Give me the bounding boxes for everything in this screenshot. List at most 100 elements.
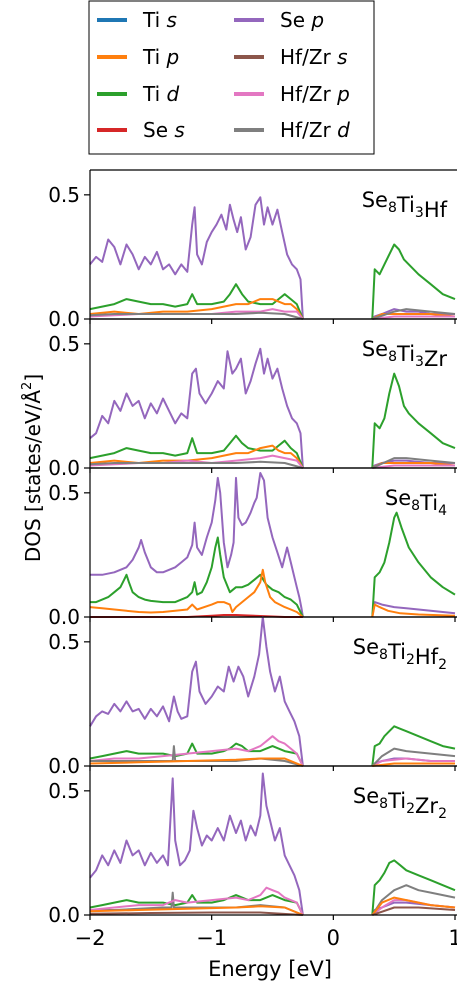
legend-species: Hf/Zr [280, 82, 337, 106]
panel-5: 0.0 0.5 Se8Ti2Zr2 [48, 765, 457, 927]
label-element: Zr [424, 347, 447, 371]
label-subscript: 2 [438, 657, 447, 673]
panel-2-series-se-p-seg1 [89, 347, 304, 469]
x-axis: −2 −1 0 1 [75, 926, 457, 950]
panel-4-series-se-p-seg1 [89, 616, 304, 767]
panel-3-series-se-p-seg2 [371, 601, 456, 618]
panel-3: 0.0 0.5 Se8Ti4 [48, 467, 457, 629]
panel-1-ytick-label: 0.5 [48, 183, 80, 207]
xtick-label: −2 [75, 926, 106, 950]
panel-4-ytick-label: 0.0 [48, 754, 80, 778]
label-subscript: 2 [406, 801, 415, 817]
panel-4-ytick-label: 0.5 [48, 630, 80, 654]
panel-3-series-ti-d-seg1 [90, 536, 304, 618]
label-subscript: 2 [406, 652, 415, 668]
label-subscript: 2 [438, 806, 447, 822]
panel-4-label: Se8Ti2Hf2 [353, 635, 447, 673]
label-subscript: 8 [411, 498, 420, 514]
panel-3-series-ti-p-seg2 [371, 603, 456, 618]
legend-hf-zr-s: Hf/Zr s [234, 45, 348, 69]
xtick-label: 0 [327, 926, 340, 950]
panel-4: 0.0 0.5 Se8Ti2Hf2 [48, 616, 457, 778]
panel-5-series-hf-zr-s-seg1 [89, 911, 303, 916]
label-subscript: 4 [438, 503, 447, 519]
panel-1-series-ti-p-seg2 [371, 313, 456, 320]
panel-3-ytick-label: 0.0 [48, 605, 80, 629]
panel-5-series-se-p-seg1 [89, 772, 304, 916]
legend-hf-zr-s-label: Hf/Zr s [280, 45, 348, 69]
legend: Ti sTi pTi dSe sSe pHf/Zr sHf/Zr pHf/Zr … [88, 0, 375, 155]
panel-1-series-se-p-seg1 [89, 196, 304, 320]
panel-5-series-ti-p-seg1 [89, 905, 304, 916]
legend-orbital: d [167, 82, 180, 106]
label-element: Ti [396, 193, 415, 217]
legend-species: Ti [142, 82, 167, 106]
panel-3-label: Se8Ti4 [385, 486, 447, 519]
legend-species: Ti [142, 45, 167, 69]
legend-orbital: d [337, 118, 350, 142]
legend-se-p-label: Se p [280, 8, 324, 32]
legend-se-p: Se p [234, 8, 324, 32]
panel-4-series-hf-zr-d-seg2 [371, 747, 456, 767]
legend-frame [88, 0, 375, 155]
label-element: Se [385, 486, 411, 510]
panel-2-series-ti-p-seg1 [89, 444, 304, 469]
xtick-label: −1 [196, 926, 227, 950]
label-element: Zr [415, 794, 438, 818]
panel-2-label: Se8Ti3Zr [362, 337, 448, 371]
legend-hf-zr-p-label: Hf/Zr p [280, 82, 350, 106]
legend-ti-s: Ti s [97, 8, 177, 32]
panel-1-series-ti-d-seg1 [89, 283, 304, 320]
panel-5-series-ti-d-seg1 [89, 894, 304, 916]
label-element: Hf [424, 198, 448, 222]
panel-5-ytick-label: 0.0 [48, 903, 80, 927]
panel-1-series-hf-zr-d-seg2 [371, 308, 456, 320]
panel-2-series-ti-d-seg2 [371, 372, 456, 469]
y-axis-label: DOS [states/eV/Å2] [20, 374, 45, 562]
label-subscript: 3 [415, 205, 424, 221]
xtick-label: 1 [448, 926, 457, 950]
label-element: Se [353, 784, 379, 808]
panel-5-ytick-label: 0.5 [48, 779, 80, 803]
panel-5-series-hf-zr-p-seg1 [89, 886, 304, 916]
panel-1: 0.0 0.5 Se8Ti3Hf [48, 169, 457, 331]
panel-1-series-hf-zr-d-seg1 [89, 311, 304, 320]
panel-5-series-ti-d-seg2 [371, 859, 456, 916]
label-subscript: 8 [388, 200, 397, 216]
panel-2-series-hf-zr-d-seg1 [89, 460, 304, 469]
label-element: Ti [419, 491, 438, 515]
panel-4-series-ti-d-seg2 [371, 725, 456, 767]
ylabel-superscript: 2 [20, 382, 35, 390]
panel-1-label: Se8Ti3Hf [362, 188, 448, 222]
legend-hf-zr-p: Hf/Zr p [234, 82, 350, 106]
panel-1-series-ti-d-seg2 [371, 243, 456, 320]
label-subscript: 8 [388, 349, 397, 365]
legend-species: Hf/Zr [280, 45, 337, 69]
ylabel-main: DOS [states/eV/Å [21, 390, 45, 563]
panel-2-ytick-label: 0.0 [48, 456, 80, 480]
legend-hf-zr-d-label: Hf/Zr d [280, 118, 350, 142]
panel-2-series-hf-zr-p-seg2 [372, 464, 455, 469]
label-element: Ti [396, 342, 415, 366]
legend-ti-p: Ti p [97, 45, 179, 69]
legend-species: Se [280, 8, 311, 32]
label-subscript: 3 [415, 354, 424, 370]
label-element: Hf [415, 645, 439, 669]
legend-se-s-label: Se s [143, 118, 185, 142]
panel-3-series-ti-p-seg1 [89, 568, 304, 618]
panel-5-series-hf-zr-d-seg2 [371, 884, 456, 916]
panel-4-series-hf-zr-p-seg1 [89, 735, 304, 767]
panel-2-ytick-label: 0.5 [48, 332, 80, 356]
panel-5-label: Se8Ti2Zr2 [353, 784, 447, 822]
panel-1-series-ti-p-seg1 [89, 298, 304, 320]
panel-4-series-ti-d-seg1 [89, 742, 304, 767]
label-element: Se [362, 188, 388, 212]
x-axis-label: Energy [eV] [208, 957, 332, 981]
legend-orbital: s [167, 8, 177, 32]
legend-species: Hf/Zr [280, 118, 337, 142]
legend-ti-p-label: Ti p [142, 45, 179, 69]
panel-5-series-ti-p-seg2 [371, 896, 456, 916]
panel-2: 0.0 0.5 Se8Ti3Zr [48, 318, 457, 480]
legend-orbital: s [337, 45, 347, 69]
